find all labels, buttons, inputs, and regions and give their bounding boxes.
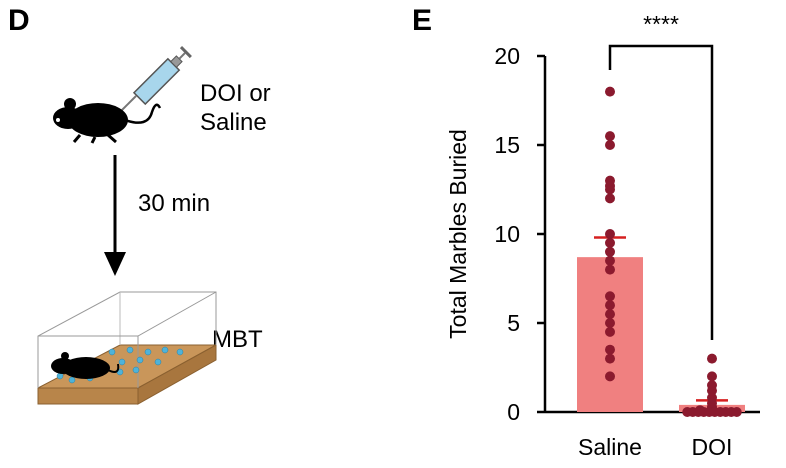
data-point bbox=[605, 291, 615, 302]
data-point bbox=[605, 318, 615, 328]
y-axis-label: Total Marbles Buried bbox=[445, 129, 471, 339]
x-tick-label-doi: DOI bbox=[692, 434, 733, 460]
panel-e-letter: E bbox=[412, 4, 433, 37]
significance-stars: **** bbox=[643, 11, 679, 37]
time-label: 30 min bbox=[138, 190, 211, 217]
svg-text:20: 20 bbox=[494, 43, 520, 69]
data-point bbox=[605, 264, 615, 275]
data-points bbox=[605, 86, 742, 417]
svg-text:5: 5 bbox=[507, 310, 520, 336]
data-point bbox=[605, 140, 615, 150]
data-point bbox=[605, 344, 615, 355]
svg-text:15: 15 bbox=[494, 132, 520, 158]
significance-bracket bbox=[608, 44, 714, 340]
data-point bbox=[605, 237, 615, 248]
data-point bbox=[605, 184, 615, 195]
svg-text:0: 0 bbox=[507, 399, 520, 425]
data-point bbox=[605, 326, 615, 337]
data-point bbox=[605, 255, 615, 266]
drug-label-line2: Saline bbox=[200, 108, 267, 136]
data-point bbox=[605, 193, 615, 204]
drug-label-line1: DOI or bbox=[200, 80, 271, 107]
data-point bbox=[605, 309, 615, 320]
data-point bbox=[707, 371, 717, 382]
mbt-label: MBT bbox=[212, 326, 263, 353]
data-point bbox=[605, 371, 615, 382]
y-tick-5: 5 bbox=[507, 310, 545, 336]
syringe-icon bbox=[119, 46, 192, 113]
svg-text:10: 10 bbox=[494, 221, 520, 247]
data-point bbox=[707, 353, 717, 364]
y-tick-15: 15 bbox=[494, 132, 545, 158]
drug-label: DOI or Saline bbox=[200, 80, 300, 138]
y-tick-0: 0 bbox=[507, 399, 545, 425]
data-point bbox=[605, 246, 615, 257]
data-point bbox=[707, 385, 717, 396]
mouse-icon bbox=[53, 98, 162, 144]
data-point bbox=[731, 407, 742, 417]
cage-icon bbox=[37, 291, 217, 405]
data-point bbox=[605, 229, 615, 239]
panel-d-letter: D bbox=[8, 4, 30, 37]
time-arrow bbox=[104, 155, 126, 276]
data-point bbox=[605, 131, 615, 142]
data-point bbox=[605, 300, 615, 311]
y-tick-10: 10 bbox=[494, 221, 545, 247]
data-point bbox=[605, 86, 615, 97]
data-point bbox=[605, 353, 615, 364]
x-tick-label-saline: Saline bbox=[578, 434, 642, 460]
y-tick-20: 20 bbox=[494, 43, 545, 69]
